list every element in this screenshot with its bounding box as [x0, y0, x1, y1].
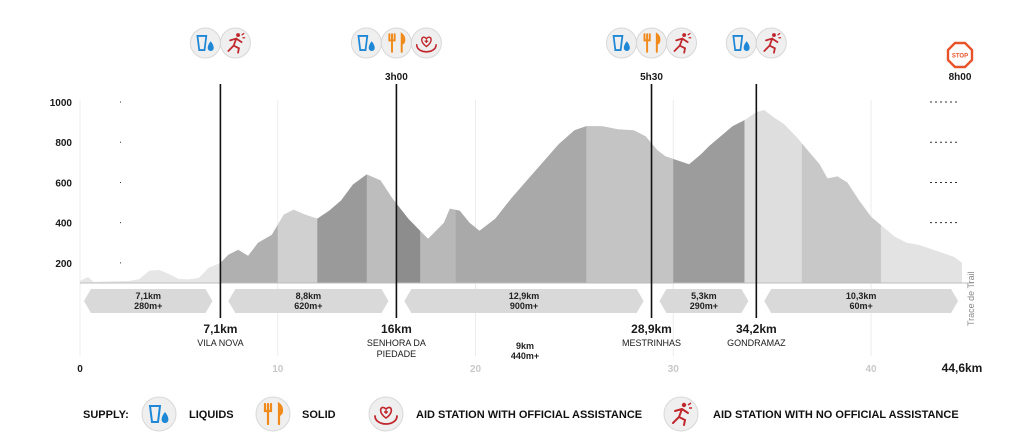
checkpoint-name: SENHORA DA: [367, 338, 426, 348]
no-assist-icon: [219, 27, 251, 59]
legend-label: LIQUIDS: [189, 409, 234, 421]
segment-gain: 290m+: [690, 301, 718, 311]
segment-distance: 8,8km: [296, 291, 322, 301]
segment-band: [404, 289, 644, 313]
assist-icon: [410, 27, 442, 59]
legend-title: SUPPLY:: [83, 409, 129, 421]
no-assist-icon: [755, 27, 787, 59]
y-tick-label: 800: [55, 138, 72, 149]
x-axis-ticks: 0 10 20 30 40: [77, 364, 877, 375]
checkpoint-name: GONDRAMAZ: [727, 338, 786, 348]
profile-band: [586, 110, 674, 283]
segment-distance: 7,1km: [135, 291, 161, 301]
liquids-icon: [350, 27, 382, 59]
legend-label: SOLID: [302, 409, 336, 421]
x-tick-label: 30: [668, 364, 680, 375]
elevation-area: [80, 110, 974, 284]
profile-band: [880, 110, 962, 283]
assist-icon: [368, 396, 404, 432]
profile-band: [744, 110, 803, 283]
finish-marker: STOP 8h00: [946, 41, 974, 83]
liquids-icon: [141, 396, 177, 432]
legend-label: AID STATION WITH NO OFFICIAL ASSISTANCE: [713, 409, 959, 421]
checkpoint-name: VILA NOVA: [197, 338, 243, 348]
segment-bands: 7,1km280m+8,8km620m+12,9km900m+5,3km290m…: [83, 289, 959, 361]
side-label: Trace de Trail: [966, 271, 976, 326]
no-assist-icon: [663, 396, 699, 432]
checkpoint-name-2: PIEDADE: [377, 349, 417, 359]
liquids-icon: [606, 27, 638, 59]
profile-band: [801, 110, 882, 283]
profile-band: [80, 110, 221, 283]
segment-distance: 12,9km: [509, 291, 540, 301]
profile-band: [673, 110, 745, 283]
liquids-icon: [725, 27, 757, 59]
x-tick-label: 20: [470, 364, 482, 375]
profile-band: [317, 110, 368, 283]
checkpoint-km: 34,2km: [736, 322, 777, 336]
y-axis-ticks: 200 400 600 800 1000: [50, 98, 73, 270]
y-tick-label: 200: [55, 259, 72, 270]
profile-band: [220, 110, 279, 283]
checkpoint-time: 3h00: [385, 72, 408, 83]
legend: SUPPLY: LIQUIDS SOLID AID STATION WITH OFFI…: [83, 396, 959, 432]
segment-band: [764, 289, 959, 313]
segment-gain: 60m+: [850, 301, 873, 311]
extra-note-gain: 440m+: [511, 351, 539, 361]
checkpoint-km: 7,1km: [203, 322, 237, 336]
liquids-icon: [189, 27, 221, 59]
y-tick-label: 1000: [50, 98, 73, 109]
segment-band: [228, 289, 389, 313]
segment-distance: 5,3km: [691, 291, 717, 301]
stop-sign-icon: [946, 41, 974, 69]
solid-icon: [636, 27, 668, 59]
profile-band: [366, 110, 397, 283]
x-tick-label: 40: [865, 364, 877, 375]
extra-note-distance: 9km: [516, 341, 534, 351]
segment-band: [83, 289, 213, 313]
stop-sign-text: STOP: [952, 54, 968, 60]
checkpoint-name: MESTRINHAS: [622, 338, 681, 348]
profile-band: [277, 110, 318, 283]
segment-gain: 280m+: [134, 301, 162, 311]
checkpoint-km: 16km: [381, 322, 412, 336]
segment-gain: 900m+: [510, 301, 538, 311]
checkpoint-time: 5h30: [640, 72, 663, 83]
profile-band: [396, 110, 421, 283]
x-end-label: 44,6km: [942, 361, 983, 375]
segment-band: [659, 289, 749, 313]
x-tick-label: 0: [77, 364, 83, 375]
x-tick-label: 10: [272, 364, 284, 375]
checkpoint-km: 28,9km: [631, 322, 672, 336]
finish-time: 8h00: [949, 72, 972, 83]
solid-icon: [255, 396, 291, 432]
y-tick-label: 400: [55, 219, 72, 230]
segment-distance: 10,3km: [846, 291, 877, 301]
legend-label: AID STATION WITH OFFICIAL ASSISTANCE: [416, 409, 642, 421]
solid-icon: [380, 27, 412, 59]
segment-gain: 620m+: [294, 301, 322, 311]
y-tick-label: 600: [55, 178, 72, 189]
profile-band: [420, 110, 457, 283]
no-assist-icon: [666, 27, 698, 59]
